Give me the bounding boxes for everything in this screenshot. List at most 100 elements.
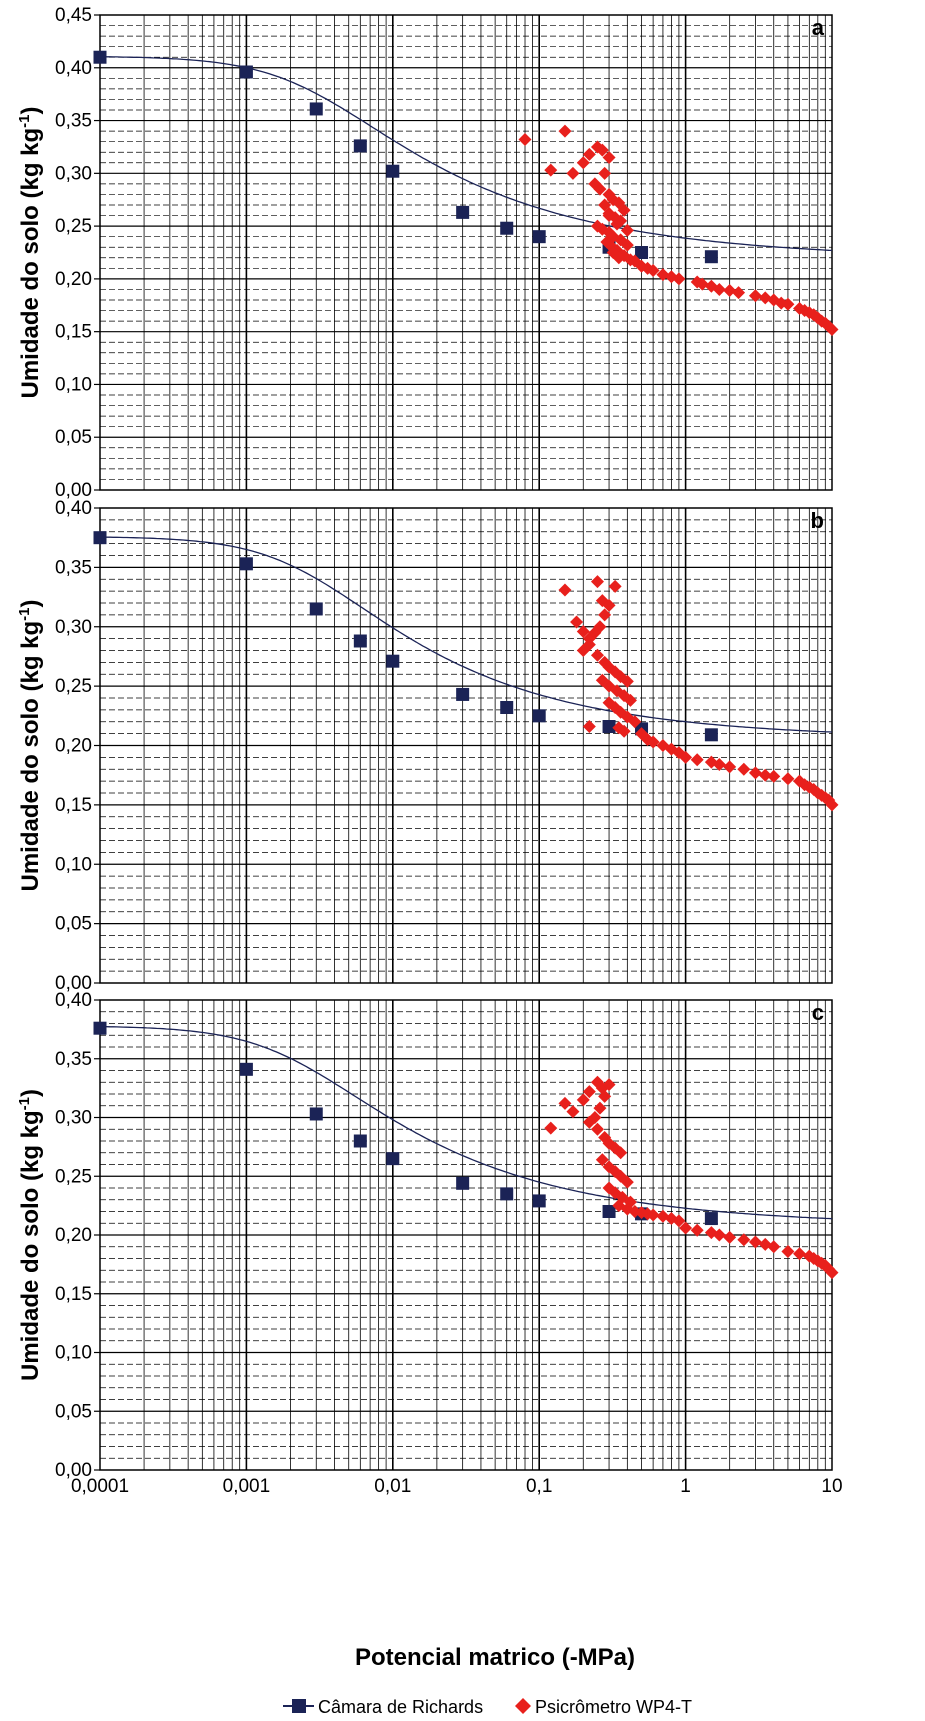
data-point-richards xyxy=(635,246,649,259)
chart-panel-c: 0,00 0,05 0,10 0,15 0,20 0,25 0,30 0,35 0,40 Umid… xyxy=(16,990,843,1497)
panel-label: c xyxy=(812,1000,824,1025)
data-point-psychrometer xyxy=(593,182,607,196)
data-point-psychrometer xyxy=(602,209,616,223)
data-point-richards xyxy=(353,634,367,648)
data-point-psychrometer xyxy=(617,203,631,217)
data-point-psychrometer xyxy=(610,217,624,231)
y-tick-label: 0,05 xyxy=(55,427,92,448)
data-point-psychrometer xyxy=(576,156,590,170)
data-point-psychrometer xyxy=(672,272,686,286)
data-point-psychrometer xyxy=(793,1247,807,1261)
data-point-psychrometer xyxy=(590,1122,604,1136)
data-point-psychrometer xyxy=(595,1153,609,1167)
data-point-psychrometer xyxy=(582,720,596,733)
y-tick-label: 0,00 xyxy=(55,973,92,994)
data-point-psychrometer xyxy=(617,724,631,738)
x-tick-label: 10 xyxy=(821,1476,842,1497)
y-axis-title: Umidade do solo (kg kg-1) xyxy=(16,106,44,398)
data-point-psychrometer xyxy=(767,769,781,783)
y-tick-label: 0,35 xyxy=(55,1049,92,1070)
data-point-psychrometer xyxy=(623,693,637,707)
legend-psychrometer-label: Psicrômetro WP4-T xyxy=(535,1697,692,1717)
legend-richards-label: Câmara de Richards xyxy=(318,1697,483,1717)
data-point-richards xyxy=(704,1212,718,1226)
y-tick-label: 0,30 xyxy=(55,617,92,638)
data-point-richards xyxy=(93,1021,107,1035)
y-axis-title: Umidade do solo (kg kg-1) xyxy=(16,599,44,891)
y-tick-label: 0,35 xyxy=(55,111,92,132)
data-point-richards xyxy=(456,205,470,219)
data-point-psychrometer xyxy=(646,1208,660,1222)
data-point-psychrometer xyxy=(672,1214,686,1228)
data-point-psychrometer xyxy=(590,575,604,589)
y-tick-label: 0,20 xyxy=(55,269,92,290)
data-point-psychrometer xyxy=(825,798,839,812)
plot-area xyxy=(100,15,832,490)
data-point-richards xyxy=(239,65,253,79)
fit-curve-line xyxy=(100,536,833,733)
y-tick-label: 0,45 xyxy=(55,5,92,26)
data-point-psychrometer xyxy=(602,1078,616,1092)
data-point-richards xyxy=(500,221,514,235)
data-point-psychrometer xyxy=(723,284,737,297)
chart-panel-b: 0,00 0,05 0,10 0,15 0,20 0,25 0,30 0,35 0,40 Umid… xyxy=(16,498,839,994)
data-point-psychrometer xyxy=(614,1146,628,1160)
data-point-richards xyxy=(309,602,323,616)
data-point-psychrometer xyxy=(590,648,604,662)
y-tick-label: 0,30 xyxy=(55,1108,92,1129)
data-point-psychrometer xyxy=(825,323,839,337)
data-point-psychrometer xyxy=(595,143,609,157)
data-point-psychrometer xyxy=(602,598,616,612)
data-point-psychrometer xyxy=(781,1244,795,1258)
data-point-psychrometer xyxy=(748,1235,762,1249)
y-tick-label: 0,20 xyxy=(55,736,92,757)
data-point-richards xyxy=(239,557,253,571)
data-point-psychrometer xyxy=(576,644,590,657)
data-point-psychrometer xyxy=(576,625,590,638)
chart-panels: 0,00 0,05 0,10 0,15 0,20 0,25 0,30 0,35 0,40 0,45… xyxy=(16,5,843,1497)
data-point-richards xyxy=(309,1107,323,1121)
fit-curve-line xyxy=(100,1025,833,1220)
series-richards xyxy=(93,1021,718,1226)
data-point-psychrometer xyxy=(825,1266,839,1280)
chart-panel-a: 0,00 0,05 0,10 0,15 0,20 0,25 0,30 0,35 0,40 0,45… xyxy=(16,5,839,501)
data-point-psychrometer xyxy=(690,1223,704,1237)
y-tick-label: 0,15 xyxy=(55,795,92,816)
data-point-richards xyxy=(704,250,718,264)
data-point-richards xyxy=(386,164,400,178)
data-point-psychrometer xyxy=(582,1085,596,1099)
data-point-psychrometer xyxy=(712,282,726,296)
data-point-psychrometer xyxy=(620,674,634,688)
y-tick-label: 0,25 xyxy=(55,1166,92,1187)
data-point-psychrometer xyxy=(712,758,726,771)
data-point-psychrometer xyxy=(588,626,602,640)
data-point-psychrometer xyxy=(723,1230,737,1244)
x-axis-title: Potencial matrico (-MPa) xyxy=(355,1644,635,1671)
y-tick-label: 0,30 xyxy=(55,163,92,184)
data-point-richards xyxy=(532,230,546,244)
data-point-psychrometer xyxy=(646,735,660,749)
data-point-richards xyxy=(353,1134,367,1148)
data-point-psychrometer xyxy=(544,163,558,177)
data-point-psychrometer xyxy=(566,166,580,180)
y-tick-label: 0,10 xyxy=(55,1343,92,1364)
data-point-psychrometer xyxy=(767,1240,781,1254)
y-tick-label: 0,05 xyxy=(55,914,92,935)
legend-richards-square-icon xyxy=(292,1699,306,1713)
data-point-psychrometer xyxy=(598,608,612,622)
data-point-psychrometer xyxy=(748,766,762,780)
legend-psychrometer-diamond-icon xyxy=(515,1698,531,1714)
data-point-psychrometer xyxy=(576,1093,590,1107)
panel-label: a xyxy=(812,15,825,40)
data-point-richards xyxy=(602,720,616,733)
x-tick-label: 0,001 xyxy=(223,1476,271,1497)
data-point-psychrometer xyxy=(544,1121,558,1135)
data-point-psychrometer xyxy=(566,1105,580,1119)
y-tick-label: 0,25 xyxy=(55,676,92,697)
data-point-psychrometer xyxy=(695,277,709,291)
series-psychrometer xyxy=(544,1075,839,1280)
data-point-richards xyxy=(353,139,367,153)
plot-frame xyxy=(99,14,833,491)
data-point-psychrometer xyxy=(712,1228,726,1242)
